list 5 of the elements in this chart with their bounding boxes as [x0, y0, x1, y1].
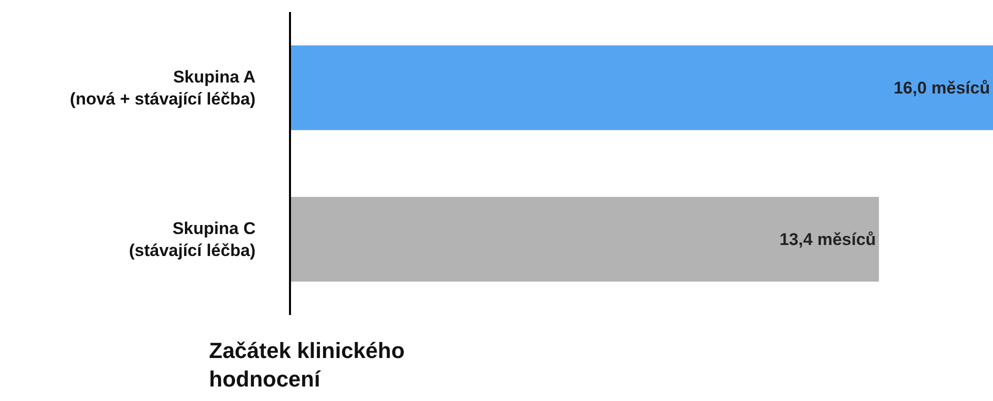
y-tick-label: Skupina C (stávající léčba)	[128, 219, 256, 260]
y-tick-label: Skupina A (nová + stávající léčba)	[70, 68, 256, 109]
annotation: Začátek klinického hodnocení	[209, 338, 405, 392]
data-label: 16,0 měsíců	[894, 78, 990, 98]
data-label: 13,4 měsíců	[780, 230, 876, 249]
